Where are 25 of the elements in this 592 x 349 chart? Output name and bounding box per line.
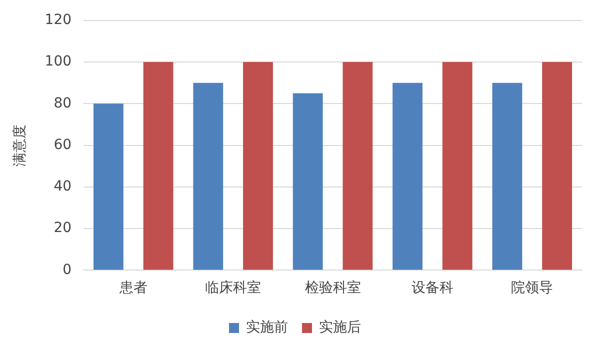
- bar: [342, 62, 373, 270]
- bar: [542, 62, 572, 270]
- x-tick-label: 院领导: [511, 280, 554, 296]
- y-tick-label: 20: [54, 220, 72, 236]
- x-tick-label: 设备科: [411, 280, 454, 296]
- legend-label: 实施后: [319, 320, 361, 336]
- bar: [392, 82, 422, 270]
- bar: [292, 93, 323, 270]
- y-axis-title: 满意度: [12, 124, 28, 166]
- bar: [143, 62, 174, 270]
- y-tick-label: 0: [62, 262, 72, 278]
- bar: [93, 104, 124, 270]
- x-tick-label: 检验科室: [304, 280, 361, 296]
- y-tick-label: 120: [44, 12, 72, 28]
- y-tick-label: 100: [44, 54, 72, 70]
- y-tick-label: 40: [54, 178, 72, 195]
- bar: [442, 62, 472, 270]
- x-tick-label: 患者: [118, 280, 148, 296]
- x-tick-label: 临床科室: [205, 280, 262, 296]
- y-tick-label: 80: [54, 95, 72, 112]
- bar: [243, 62, 273, 270]
- legend-label: 实施前: [246, 320, 288, 336]
- bar: [193, 82, 224, 270]
- y-tick-label: 60: [54, 136, 72, 153]
- bar: [492, 82, 522, 270]
